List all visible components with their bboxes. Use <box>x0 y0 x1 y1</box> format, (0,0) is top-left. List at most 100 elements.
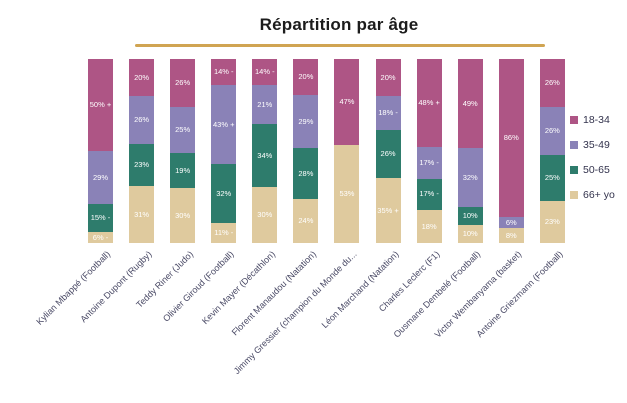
bar-segment: 25% <box>170 106 196 153</box>
legend-item: 50-65 <box>570 164 615 176</box>
x-axis-label: Antoine Griezmann (Football) <box>474 249 565 340</box>
bar-segment-label: 18% - <box>378 108 398 118</box>
legend-label: 35-49 <box>583 139 610 151</box>
bar-segment: 24% <box>293 199 319 243</box>
bar-segment: 48% + <box>416 59 442 148</box>
bar-segment: 30% <box>252 187 278 243</box>
bar-segment-label: 18% <box>421 221 437 231</box>
bar-segment-label: 25% <box>544 172 560 182</box>
bar-column: 26% 25% 19% 30% <box>170 59 196 243</box>
bar-segment: 11% - <box>211 222 237 243</box>
bar-column: 26% 26% 25% 23% <box>539 59 565 243</box>
bar-segment-label: 25% <box>175 125 191 135</box>
bar-segment-label: 20% <box>134 72 150 82</box>
bar-segment-label: 17% - <box>419 158 439 168</box>
bar-segment-label: 14% - <box>213 67 234 77</box>
legend-swatch <box>570 141 578 149</box>
bar-segment: 15% - <box>88 204 113 232</box>
x-axis-label: Antoine Dupont (Rugby) <box>78 249 154 325</box>
bar-segment-label: 17% - <box>419 189 439 199</box>
bar-segment-label: 11% - <box>214 228 234 238</box>
legend-swatch <box>570 166 578 174</box>
legend-item: 35-49 <box>570 139 615 151</box>
bar-segment: 29% <box>293 95 319 149</box>
bar-segment-label: 23% <box>544 217 560 227</box>
legend-swatch <box>570 191 578 199</box>
bar-segment-label: 86% <box>503 133 519 143</box>
bar-segment-label: 8% <box>505 230 517 240</box>
bar-segment: 18% - <box>375 96 401 130</box>
bar-segment-label: 31% <box>134 209 150 219</box>
bar-segment-label: 15% - <box>90 213 111 223</box>
bar-segment: 14% - <box>211 59 237 85</box>
bar-segment-label: 50% + <box>89 100 112 110</box>
bar-segment-label: 30% <box>257 210 273 220</box>
bar-segment-label: 48% + <box>418 98 440 108</box>
legend-item: 18-34 <box>570 114 615 126</box>
bar-segment: 50% + <box>88 59 113 151</box>
bar-segment: 17% - <box>416 178 442 210</box>
legend: 18-34 35-49 50-65 66+ yo <box>570 114 615 214</box>
bar-segment-label: 26% <box>380 149 396 159</box>
bar-column: 86% 6% 8% <box>498 59 524 243</box>
bar-segment: 23% <box>129 143 155 186</box>
bar-segment: 32% <box>457 148 483 207</box>
bar-segment-label: 34% <box>257 150 273 160</box>
bar-segment: 21% <box>252 85 278 125</box>
bar-column: 47% 53% <box>334 59 360 243</box>
bar-segment: 20% <box>375 59 401 97</box>
bar-column: 20% 18% - 26% 35% + <box>375 59 401 243</box>
bar-segment-label: 32% <box>462 172 478 182</box>
plot-area: 50% + 29% 15% - 6% - 20% 26% 23% 31% 26% 25% 19% 30… <box>88 59 565 243</box>
bar-column: 20% 29% 28% 24% <box>293 59 319 243</box>
bar-segment: 18% <box>416 209 442 243</box>
bar-segment-label: 35% + <box>377 205 399 215</box>
bar-segment-label: 28% <box>298 169 314 178</box>
legend-label: 66+ yo <box>583 189 615 201</box>
bar-segment: 34% <box>252 124 278 188</box>
bar-segment-label: 26% <box>544 78 560 88</box>
bar-segment: 31% <box>129 185 155 243</box>
bar-segment: 26% <box>129 95 155 144</box>
bar-segment: 23% <box>539 200 565 243</box>
bar-segment-label: 20% <box>298 72 314 82</box>
x-axis-label: Kevin Mayer (Décathlon) <box>199 249 277 327</box>
x-axis-label: Florent Manaudou (Natation) <box>229 249 319 338</box>
bar-segment: 86% <box>498 59 524 218</box>
bar-segment: 47% <box>334 59 360 146</box>
legend-label: 18-34 <box>583 114 610 126</box>
x-axis-label: Victor Wembanyama (basket) <box>432 249 524 340</box>
bar-segment: 53% <box>334 145 360 243</box>
bar-segment: 8% <box>498 228 524 243</box>
bar-segment: 17% - <box>416 147 442 179</box>
bar-segment-label: 24% <box>298 216 314 226</box>
bar-segment-label: 21% <box>257 99 273 109</box>
bar-column: 49% 32% 10% 10% <box>457 59 483 243</box>
bar-segment-label: 49% <box>462 98 478 108</box>
legend-label: 50-65 <box>583 164 610 176</box>
bar-segment: 49% <box>457 59 483 149</box>
bar-segment-label: 47% <box>339 97 355 107</box>
x-axis-label: Léon Marchand (Natation) <box>319 249 401 331</box>
bar-segment: 26% <box>170 59 196 107</box>
bar-segment: 19% <box>170 152 196 188</box>
bar-segment-label: 26% <box>134 114 150 124</box>
bar-segment: 26% <box>539 59 565 107</box>
bar-segment: 32% <box>211 163 237 223</box>
legend-item: 66+ yo <box>570 189 615 201</box>
bar-segment-label: 29% <box>92 172 108 182</box>
bar-segment: 6% <box>498 217 524 229</box>
bar-segment: 26% <box>539 106 565 155</box>
bar-segment-label: 32% <box>216 188 232 198</box>
bar-column: 50% + 29% 15% - 6% - <box>88 59 113 243</box>
bar-segment: 43% + <box>211 84 237 164</box>
bar-segment-label: 20% <box>380 72 396 82</box>
page-title: Répartition par âge <box>259 15 419 34</box>
bar-segment: 28% <box>293 148 319 200</box>
bar-column: 20% 26% 23% 31% <box>129 59 155 243</box>
legend-swatch <box>570 116 578 124</box>
bar-segment: 26% <box>375 129 401 178</box>
bar-segment-label: 26% <box>175 78 191 88</box>
bar-segment-label: 23% <box>134 160 150 170</box>
